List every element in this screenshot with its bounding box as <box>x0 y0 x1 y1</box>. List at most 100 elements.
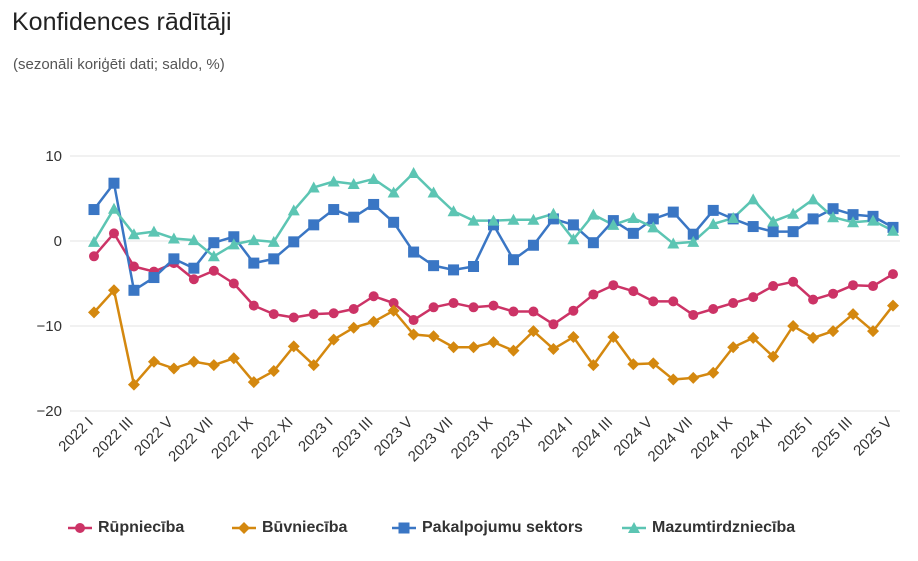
data-point <box>368 198 380 210</box>
data-point <box>208 237 220 249</box>
data-point <box>687 235 700 247</box>
data-point <box>287 204 300 216</box>
data-point <box>867 214 880 226</box>
data-point <box>488 300 499 311</box>
data-point <box>227 352 240 365</box>
data-point <box>707 366 720 379</box>
data-point <box>767 350 780 363</box>
data-point <box>248 300 259 311</box>
data-point <box>827 325 840 338</box>
data-point <box>647 357 660 370</box>
x-tick-label: 2023 III <box>329 414 376 461</box>
data-point <box>687 228 699 240</box>
data-point <box>188 274 199 285</box>
data-point <box>207 250 220 262</box>
data-point <box>208 265 219 276</box>
x-tick-label: 2022 III <box>89 414 136 461</box>
data-point <box>187 234 200 246</box>
data-point <box>408 315 419 326</box>
data-point <box>887 224 899 236</box>
legend-marker <box>628 522 640 533</box>
data-point <box>307 181 320 193</box>
y-tick-label: 0 <box>54 233 62 250</box>
data-point <box>108 177 120 189</box>
data-point <box>807 193 820 205</box>
data-point <box>687 371 700 384</box>
data-point <box>528 306 539 317</box>
legend-item-rupnieciba[interactable]: Rūpniecība <box>68 513 184 543</box>
data-point <box>308 219 320 231</box>
legend-item-mazumtirdznieciba[interactable]: Mazumtirdzniecība <box>622 513 795 543</box>
data-point <box>347 321 360 334</box>
data-point <box>128 261 139 272</box>
data-point <box>227 238 240 250</box>
data-point <box>747 193 760 205</box>
x-tick-label: 2024 VII <box>645 414 697 466</box>
data-point <box>468 261 480 272</box>
data-point <box>787 226 799 238</box>
legend-item-pakalpojumu-sektors[interactable]: Pakalpojumu sektors <box>392 513 583 543</box>
legend-label: Pakalpojumu sektors <box>422 519 583 536</box>
data-point <box>827 211 840 223</box>
data-point <box>147 355 160 368</box>
data-point <box>547 342 560 355</box>
data-point <box>368 291 379 302</box>
data-point <box>388 298 399 309</box>
data-point <box>228 231 240 243</box>
data-point <box>688 309 699 320</box>
data-point <box>387 186 400 198</box>
data-point <box>268 309 279 320</box>
data-point <box>468 302 479 313</box>
data-point <box>868 281 879 292</box>
data-point <box>887 299 899 312</box>
data-point <box>467 341 480 354</box>
x-tick-label: 2024 III <box>569 414 616 461</box>
y-tick-label: −10 <box>37 318 62 335</box>
data-point <box>587 208 600 220</box>
data-point <box>487 214 500 226</box>
data-point <box>527 325 540 338</box>
data-point <box>207 359 220 372</box>
data-point <box>647 213 659 225</box>
data-point <box>427 330 440 343</box>
data-point <box>727 212 740 224</box>
data-point <box>747 221 759 233</box>
data-point <box>888 269 898 280</box>
data-point <box>668 296 679 307</box>
x-tick-label: 2022 VII <box>165 414 217 466</box>
legend: Rūpniecība Būvniecība Pakalpojumu sektors M… <box>0 513 918 543</box>
y-tick-label: −20 <box>37 403 62 420</box>
data-point <box>328 204 340 216</box>
data-point <box>507 213 520 225</box>
data-point <box>827 203 839 215</box>
data-point <box>288 236 300 248</box>
data-point <box>628 286 639 297</box>
data-point <box>667 373 680 386</box>
legend-marker <box>75 523 85 533</box>
data-point <box>247 376 260 389</box>
data-point <box>667 206 679 218</box>
data-point <box>327 333 340 346</box>
data-point <box>547 213 559 225</box>
data-point <box>847 209 859 221</box>
legend-symbol-icon <box>68 523 92 533</box>
legend-symbol-icon <box>622 522 646 533</box>
x-tick-label: 2023 VII <box>405 414 457 466</box>
data-point <box>808 294 819 305</box>
data-point <box>128 284 140 296</box>
legend-symbol-icon <box>392 522 416 534</box>
data-point <box>108 228 119 239</box>
legend-item-buvnieciba[interactable]: Būvniecība <box>232 513 347 543</box>
data-point <box>648 296 659 307</box>
data-point <box>787 207 800 219</box>
data-point <box>127 378 140 391</box>
legend-label: Mazumtirdzniecība <box>652 519 796 536</box>
data-point <box>288 312 299 323</box>
data-point <box>548 319 559 330</box>
data-point <box>348 304 359 314</box>
data-point <box>607 331 620 344</box>
data-point <box>187 355 200 368</box>
data-point <box>287 340 300 353</box>
data-point <box>248 257 260 269</box>
